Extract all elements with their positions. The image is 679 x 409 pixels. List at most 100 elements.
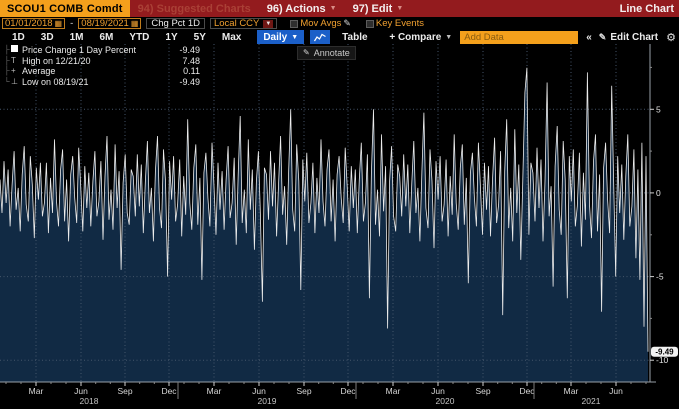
legend-high-row: ├ T High on 12/21/20 7.48 [4, 56, 200, 67]
range-button-1d[interactable]: 1D [12, 31, 25, 43]
gear-icon[interactable]: ⚙ [666, 31, 676, 44]
x-axis-month-label: Dec [519, 386, 535, 396]
range-button-5y[interactable]: 5Y [193, 31, 206, 43]
study-field-select[interactable]: Chg Pct 1D [146, 18, 205, 29]
pencil-icon: ✎ [598, 31, 607, 42]
edit-chart-label: Edit Chart [610, 31, 659, 43]
chart-toolbar: 1D 3D 1M 6M YTD 1Y 5Y Max Daily ▼ Table … [0, 30, 679, 44]
chevron-down-icon[interactable]: ▼ [263, 19, 274, 28]
x-axis-month-label: Mar [386, 386, 401, 396]
range-button-6m[interactable]: 6M [99, 31, 114, 43]
high-marker-icon: T [11, 55, 16, 65]
start-date-field[interactable]: 01/01/2018 ▦ [2, 18, 66, 29]
currency-label: Local CCY [213, 18, 260, 29]
x-axis-month-label: Jun [252, 386, 266, 396]
start-date-value: 01/01/2018 [5, 18, 53, 29]
legend-tree-glyph: ├ [4, 66, 10, 75]
x-axis-month-label: Sep [117, 386, 132, 396]
compare-button[interactable]: + Compare ▼ [389, 32, 452, 43]
actions-menu[interactable]: 96) Actions ▼ [267, 3, 337, 15]
calendar-icon[interactable]: ▦ [54, 18, 63, 28]
annotate-pencil-icon: ✎ [303, 48, 310, 57]
average-label: Average [22, 66, 56, 76]
y-axis-label: -5 [656, 272, 664, 282]
x-axis-month-label: Jun [609, 386, 623, 396]
title-bar: SCOU1 COMB Comdt 94) Suggested Charts 96… [0, 0, 679, 17]
chart-plot[interactable]: 5 0 -5 -10 Mar Jun Sep Dec Mar Jun Sep Dec Mar Jun Sep… [0, 44, 679, 409]
toolbar-right-group: + Compare ▼ « ✎ Edit Chart ⚙ [389, 30, 676, 44]
line-chart-icon [314, 33, 326, 41]
compare-label: + Compare [389, 31, 442, 43]
chevron-down-icon: ▼ [396, 5, 404, 12]
end-date-value: 08/19/2021 [81, 18, 129, 29]
series-swatch [11, 45, 22, 56]
pencil-icon[interactable]: ✎ [343, 18, 351, 28]
mov-avgs-label: Mov Avgs [300, 18, 342, 29]
chevron-down-icon: ▼ [445, 33, 453, 41]
suggested-charts-menu[interactable]: 94) Suggested Charts [137, 2, 251, 15]
legend-tree-glyph: └ [4, 76, 10, 86]
end-date-field[interactable]: 08/19/2021 ▦ [78, 18, 142, 29]
last-value-bubble [651, 346, 678, 357]
x-axis-month-label: Sep [475, 386, 490, 396]
legend-low-row: └ ⊥ Low on 08/19/21 -9.49 [4, 77, 200, 88]
security-ticker[interactable]: SCOU1 COMB Comdt [0, 0, 130, 17]
chart-area: 5 0 -5 -10 Mar Jun Sep Dec Mar Jun Sep Dec Mar Jun Sep… [0, 44, 679, 409]
last-value-text: -9.49 [655, 348, 674, 357]
edit-menu-label: 97) Edit [352, 2, 393, 15]
y-axis-label: -10 [656, 355, 669, 365]
view-title: Line Chart [619, 2, 674, 15]
area-fill [0, 67, 648, 383]
key-events-checkbox[interactable] [365, 19, 374, 28]
legend-series-row[interactable]: ├ Price Change 1 Day Percent -9.49 [4, 45, 200, 56]
collapse-panel-chevrons[interactable]: « [586, 31, 591, 43]
x-axis-month-label: Mar [207, 386, 222, 396]
white-square-icon [11, 45, 18, 52]
range-button-1m[interactable]: 1M [69, 31, 84, 43]
key-events-toggle[interactable]: Key Events [364, 18, 426, 29]
edit-menu[interactable]: 97) Edit ▼ [353, 3, 404, 15]
x-axis-month-label: Sep [296, 386, 311, 396]
range-button-3d[interactable]: 3D [40, 31, 54, 43]
mov-avgs-checkbox[interactable] [290, 19, 299, 28]
x-axis-month-label: Dec [340, 386, 356, 396]
actions-menu-label: 96) Actions [266, 2, 326, 15]
annotate-button[interactable]: ✎ Annotate [297, 46, 356, 60]
y-axis-label: 0 [656, 188, 661, 198]
series-last-value: -9.49 [179, 45, 200, 55]
average-marker-icon: + [11, 66, 16, 75]
chart-legend: ├ Price Change 1 Day Percent -9.49 ├ T H… [4, 45, 200, 87]
calendar-icon[interactable]: ▦ [130, 18, 139, 28]
chart-type-button[interactable] [310, 30, 331, 44]
average-value: 0.11 [183, 66, 200, 76]
x-axis-month-label: Dec [161, 386, 177, 396]
legend-average-row: ├ + Average 0.11 [4, 66, 200, 77]
range-button-1y[interactable]: 1Y [165, 31, 178, 43]
mov-avgs-toggle[interactable]: Mov Avgs ✎ [288, 18, 353, 29]
add-data-input[interactable] [460, 30, 579, 44]
date-range-dash: - [70, 18, 74, 29]
legend-tree-glyph: ├ [4, 45, 10, 54]
range-button-max[interactable]: Max [221, 31, 242, 43]
legend-tree-glyph: ├ [4, 55, 10, 65]
x-axis-year-label: 2021 [582, 396, 601, 406]
edit-chart-button[interactable]: ✎ Edit Chart [599, 32, 658, 43]
currency-select[interactable]: Local CCY ▼ [209, 18, 278, 29]
series-label: Price Change 1 Day Percent [22, 45, 137, 55]
chevron-down-icon: ▼ [291, 33, 299, 41]
high-label: High on 12/21/20 [22, 55, 91, 66]
period-label: Daily [263, 31, 288, 43]
range-button-ytd[interactable]: YTD [129, 31, 150, 43]
x-axis-year-label: 2020 [436, 396, 455, 406]
x-axis-month-label: Mar [29, 386, 44, 396]
x-axis-month-label: Jun [431, 386, 445, 396]
x-axis-month-label: Jun [74, 386, 88, 396]
key-events-label: Key Events [375, 18, 424, 29]
low-marker-icon: ⊥ [11, 76, 18, 86]
table-button[interactable]: Table [342, 31, 368, 43]
controls-bar: 01/01/2018 ▦ - 08/19/2021 ▦ Chg Pct 1D L… [0, 17, 679, 30]
annotate-label: Annotate [313, 48, 350, 58]
x-axis-month-label: Mar [564, 386, 579, 396]
period-select[interactable]: Daily ▼ [257, 30, 305, 44]
